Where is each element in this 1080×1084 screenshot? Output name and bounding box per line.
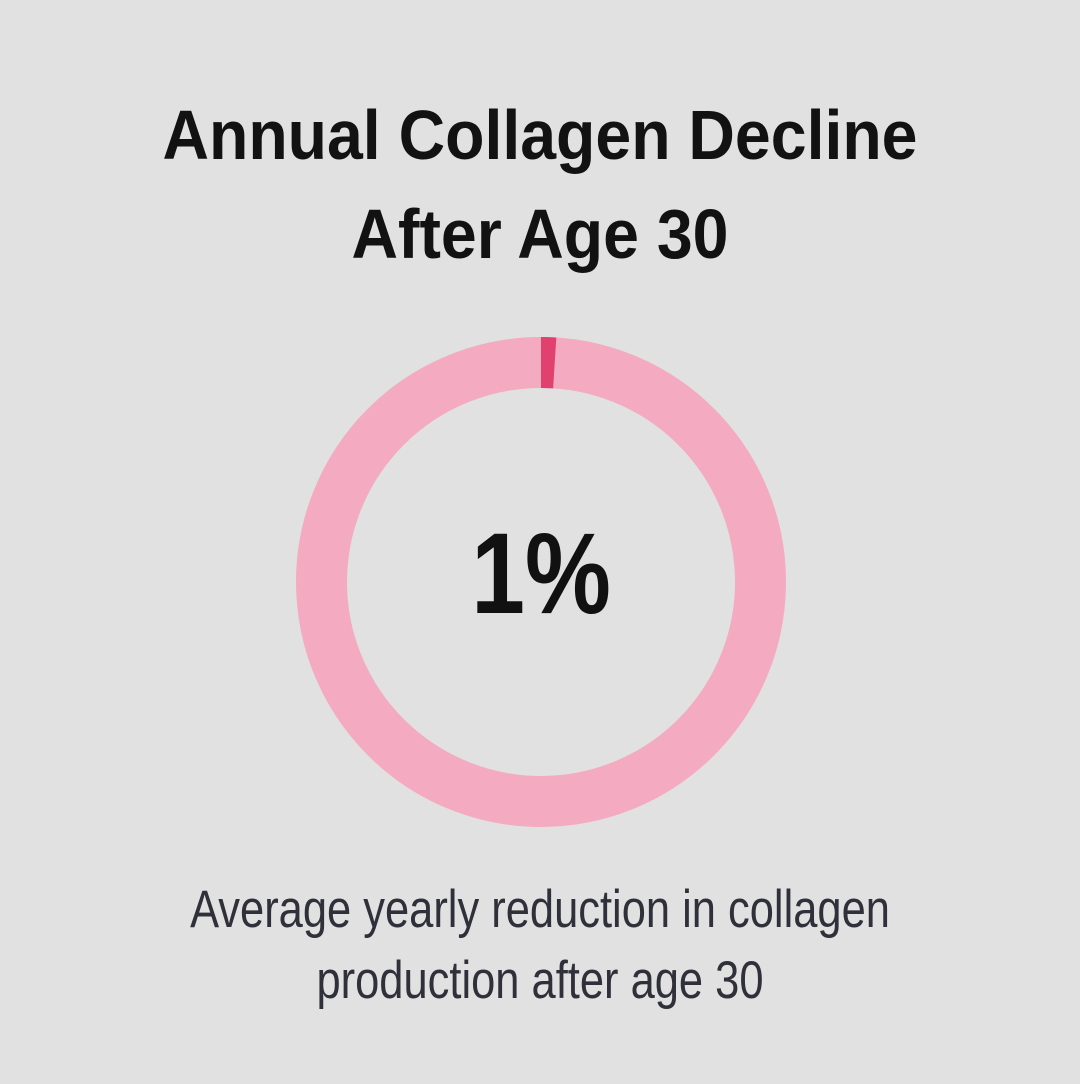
chart-title: Annual Collagen Decline After Age 30 <box>43 86 1037 283</box>
chart-subtitle: Average yearly reduction in collagen pro… <box>97 874 983 1016</box>
donut-chart: 1% <box>261 302 821 862</box>
chart-title-line-2: After Age 30 <box>351 194 729 273</box>
donut-segment <box>296 337 786 827</box>
donut-ring <box>296 337 786 827</box>
donut-svg <box>296 337 786 827</box>
chart-subtitle-line-2: production after age 30 <box>316 951 764 1011</box>
chart-title-line-1: Annual Collagen Decline <box>162 96 918 174</box>
chart-subtitle-line-1: Average yearly reduction in collagen <box>190 880 890 939</box>
